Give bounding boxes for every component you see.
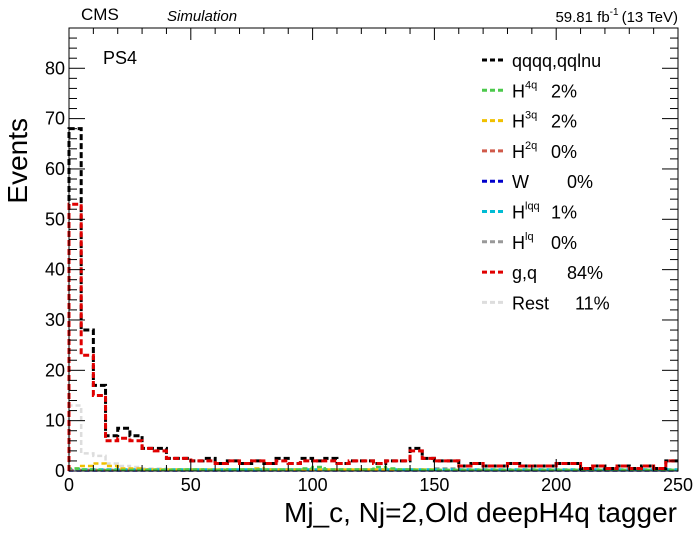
legend-label-rest: Rest xyxy=(512,293,549,313)
category-label: PS4 xyxy=(103,48,137,68)
legend-pct-gq: 84% xyxy=(567,263,603,283)
luminosity-value: 59.81 fb xyxy=(555,9,609,26)
legend-pct-H4q: 2% xyxy=(551,81,577,101)
legend-pct-Hlqq: 1% xyxy=(551,203,577,223)
legend-label-H3q: H3q xyxy=(512,110,537,132)
x-tick-label: 100 xyxy=(298,475,328,495)
legend-label-total: qqqq,qqlnu xyxy=(512,51,601,71)
y-tick-label: 70 xyxy=(45,109,65,129)
legend-label-gq: g,q xyxy=(512,263,537,283)
legend-label-H2q: H2q xyxy=(512,140,537,162)
legend-pct-Hlq: 0% xyxy=(551,233,577,253)
x-tick-label: 200 xyxy=(541,475,571,495)
luminosity-unit-exponent: -1 xyxy=(610,7,619,18)
series-line-gq xyxy=(67,202,678,471)
y-axis-title: Events xyxy=(2,118,33,204)
y-tick-label: 0 xyxy=(55,461,65,481)
energy-label: (13 TeV) xyxy=(622,9,678,26)
x-tick-label: 150 xyxy=(419,475,449,495)
y-tick-label: 80 xyxy=(45,58,65,78)
y-tick-label: 20 xyxy=(45,360,65,380)
legend: qqqq,qqlnu H4q 2% H3q 2% H2q 0% W 0% Hlqq 1% Hlq 0% g… xyxy=(482,51,610,313)
series-line-Hlqq xyxy=(67,467,678,471)
x-axis-title: Mj_c, Nj=2,Old deepH4q tagger xyxy=(284,497,677,528)
luminosity-label: 59.81 fb-1 (13 TeV) xyxy=(555,7,678,26)
simulation-label: Simulation xyxy=(167,8,237,25)
legend-pct-H2q: 0% xyxy=(551,142,577,162)
experiment-label: CMS xyxy=(81,5,119,24)
legend-pct-H3q: 2% xyxy=(551,112,577,132)
y-tick-label: 10 xyxy=(45,411,65,431)
series-line-H4q xyxy=(67,465,678,472)
legend-label-W: W xyxy=(512,172,529,192)
y-tick-label: 50 xyxy=(45,209,65,229)
y-tick-label: 60 xyxy=(45,159,65,179)
legend-label-Hlqq: Hlqq xyxy=(512,201,540,223)
axes: 0 50 100 150 200 250 0 10 20 30 40 50 60 70 80 xyxy=(45,27,693,495)
legend-label-H4q: H4q xyxy=(512,79,537,101)
y-tick-label: 40 xyxy=(45,260,65,280)
x-tick-label: 250 xyxy=(663,475,693,495)
x-tick-label: 0 xyxy=(64,475,74,495)
x-tick-label: 50 xyxy=(181,475,201,495)
legend-pct-rest: 11% xyxy=(575,293,610,313)
legend-label-Hlq: Hlq xyxy=(512,231,534,253)
legend-pct-W: 0% xyxy=(567,172,593,192)
y-tick-label: 30 xyxy=(45,310,65,330)
